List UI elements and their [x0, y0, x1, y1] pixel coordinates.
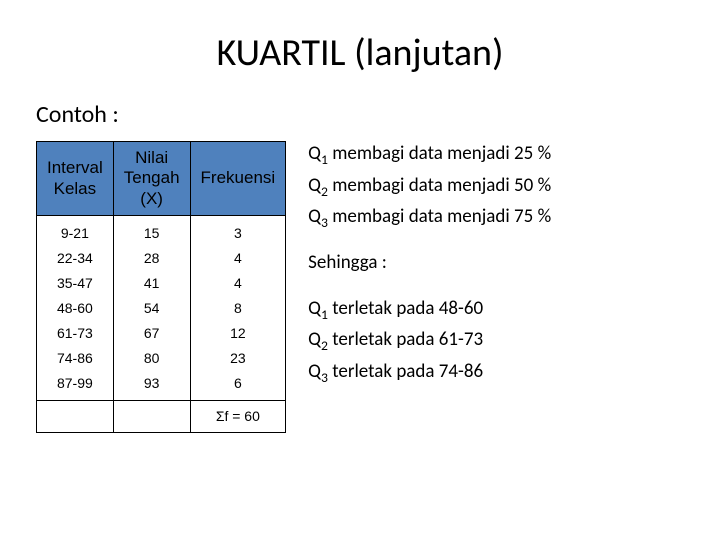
col-header-interval: Interval Kelas: [37, 142, 114, 216]
q3-def: Q3 membagi data menjadi 75 %: [308, 204, 551, 230]
table-row: 35-47414: [37, 271, 286, 296]
subtitle: Contoh :: [36, 100, 690, 129]
table-row: 61-736712: [37, 321, 286, 346]
page-title: KUARTIL (lanjutan): [30, 30, 690, 76]
table-row: 22-34284: [37, 246, 286, 271]
q2-loc: Q2 terletak pada 61-73: [308, 327, 551, 353]
sehingga-label: Sehingga :: [308, 250, 551, 276]
col-header-frekuensi: Frekuensi: [190, 142, 286, 216]
table-row: 87-99936: [37, 371, 286, 401]
content-row: Interval Kelas Nilai Tengah (X) Frekuens…: [30, 141, 690, 433]
table-row: 48-60548: [37, 296, 286, 321]
table-row: 9-21153: [37, 216, 286, 246]
q3-loc: Q3 terletak pada 74-86: [308, 359, 551, 385]
table-footer-row: Σf = 60: [37, 401, 286, 433]
sum-cell: Σf = 60: [190, 401, 286, 433]
q1-loc: Q1 terletak pada 48-60: [308, 296, 551, 322]
q1-def: Q1 membagi data menjadi 25 %: [308, 141, 551, 167]
notes: Q1 membagi data menjadi 25 % Q2 membagi …: [308, 141, 551, 390]
col-header-nilai-tengah: Nilai Tengah (X): [113, 142, 190, 216]
slide: KUARTIL (lanjutan) Contoh : Interval Kel…: [0, 0, 720, 540]
table-row: 74-868023: [37, 346, 286, 371]
frequency-table: Interval Kelas Nilai Tengah (X) Frekuens…: [36, 141, 286, 433]
q2-def: Q2 membagi data menjadi 50 %: [308, 173, 551, 199]
